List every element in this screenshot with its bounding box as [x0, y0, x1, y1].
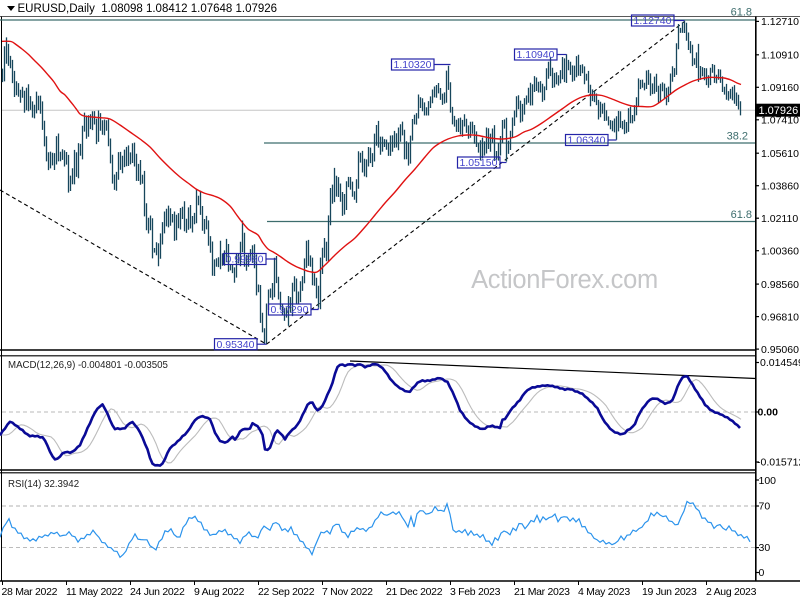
- svg-text:11 May 2022: 11 May 2022: [66, 586, 123, 598]
- svg-text:1.10940: 1.10940: [517, 49, 555, 61]
- svg-text:19 Jun 2023: 19 Jun 2023: [642, 586, 697, 598]
- svg-text:28 Mar 2022: 28 Mar 2022: [2, 586, 58, 598]
- svg-text:EURUSD,Daily 1.08098 1.08412: EURUSD,Daily 1.08098 1.08412 1.07648 1.0…: [18, 3, 278, 15]
- svg-text:21 Dec 2022: 21 Dec 2022: [386, 586, 443, 598]
- svg-text:-0.015712: -0.015712: [757, 457, 800, 469]
- svg-text:0.98560: 0.98560: [761, 279, 799, 291]
- svg-text:70: 70: [759, 501, 771, 513]
- svg-text:1.02110: 1.02110: [761, 213, 798, 225]
- svg-text:ActionForex.com: ActionForex.com: [471, 266, 658, 294]
- svg-text:1.12740: 1.12740: [634, 15, 672, 27]
- svg-text:MACD(12,26,9) -0.004801 -0.003: MACD(12,26,9) -0.004801 -0.003505: [8, 360, 168, 371]
- svg-text:1.10320: 1.10320: [394, 59, 432, 71]
- svg-text:2 Aug 2023: 2 Aug 2023: [706, 586, 757, 598]
- svg-text:RSI(14) 32.3942: RSI(14) 32.3942: [8, 479, 79, 490]
- svg-text:4 May 2023: 4 May 2023: [578, 586, 630, 598]
- svg-text:1.07410: 1.07410: [761, 115, 799, 127]
- svg-text:0.95060: 0.95060: [761, 344, 799, 356]
- svg-text:61.8: 61.8: [731, 209, 752, 221]
- svg-text:1.03860: 1.03860: [761, 181, 799, 193]
- svg-text:0.95340: 0.95340: [217, 339, 255, 351]
- svg-text:38.2: 38.2: [727, 131, 748, 143]
- svg-text:61.8: 61.8: [731, 7, 752, 19]
- svg-text:0.96810: 0.96810: [761, 311, 799, 323]
- svg-text:9 Aug 2022: 9 Aug 2022: [194, 586, 245, 598]
- svg-text:0.00: 0.00: [758, 407, 779, 419]
- svg-text:1.00360: 1.00360: [761, 246, 799, 258]
- svg-text:22 Sep 2022: 22 Sep 2022: [258, 586, 315, 598]
- svg-text:0: 0: [759, 567, 765, 579]
- svg-text:1.05610: 1.05610: [761, 148, 799, 160]
- svg-text:1.07926: 1.07926: [759, 105, 799, 117]
- svg-text:100: 100: [759, 475, 777, 487]
- svg-text:1.05150: 1.05150: [460, 157, 498, 169]
- svg-text:3 Feb 2023: 3 Feb 2023: [450, 586, 501, 598]
- svg-text:1.12710: 1.12710: [761, 16, 799, 28]
- svg-text:24 Jun 2022: 24 Jun 2022: [130, 586, 185, 598]
- svg-text:0.97290: 0.97290: [271, 304, 309, 316]
- svg-text:30: 30: [759, 542, 771, 554]
- svg-text:1.10910: 1.10910: [761, 50, 799, 62]
- svg-text:0.014549: 0.014549: [760, 357, 800, 369]
- svg-text:1.09160: 1.09160: [761, 82, 799, 94]
- svg-text:7 Nov 2022: 7 Nov 2022: [322, 586, 373, 598]
- svg-text:0.99980: 0.99980: [226, 254, 264, 266]
- svg-text:21 Mar 2023: 21 Mar 2023: [514, 586, 570, 598]
- svg-text:1.06340: 1.06340: [568, 135, 606, 147]
